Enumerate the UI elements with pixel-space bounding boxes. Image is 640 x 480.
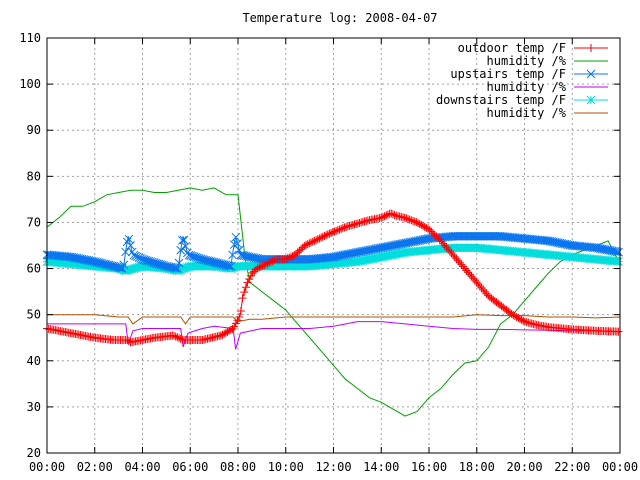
legend-marker <box>586 95 596 105</box>
y-tick-label: 110 <box>19 31 41 45</box>
y-tick-label: 70 <box>27 215 41 229</box>
legend-label: upstairs temp /F <box>450 67 566 81</box>
series-2 <box>42 231 623 273</box>
y-tick-label: 80 <box>27 169 41 183</box>
series-line <box>47 314 621 325</box>
chart-title: Temperature log: 2008-04-07 <box>242 11 437 25</box>
legend-label: outdoor temp /F <box>458 41 566 55</box>
y-tick-label: 50 <box>27 308 41 322</box>
x-tick-label: 02:00 <box>77 460 113 474</box>
x-tick-label: 12:00 <box>315 460 351 474</box>
x-tick-label: 22:00 <box>554 460 590 474</box>
legend-marker <box>587 44 595 52</box>
legend-label: humidity /% <box>487 80 567 94</box>
legend-label: humidity /% <box>487 54 567 68</box>
legend-label: humidity /% <box>487 106 567 120</box>
y-tick-label: 60 <box>27 262 41 276</box>
series-5 <box>47 314 621 325</box>
x-tick-label: 08:00 <box>220 460 256 474</box>
x-tick-label: 20:00 <box>506 460 542 474</box>
x-tick-label: 06:00 <box>172 460 208 474</box>
series-line <box>46 187 621 417</box>
axis-ticks: 20 30 40 50 60 70 80 90 100 110 00:00 02:00 04:00 06:… <box>19 31 638 474</box>
series-layer <box>42 187 623 417</box>
x-tick-label: 04:00 <box>124 460 160 474</box>
y-tick-label: 40 <box>27 354 41 368</box>
series-1 <box>46 187 621 417</box>
x-tick-label: 16:00 <box>411 460 447 474</box>
x-tick-label: 10:00 <box>268 460 304 474</box>
x-tick-label: 00:00 <box>29 460 65 474</box>
series-line <box>47 321 621 350</box>
legend-marker <box>586 69 596 79</box>
y-tick-label: 20 <box>27 446 41 460</box>
y-tick-label: 100 <box>19 77 41 91</box>
y-tick-label: 90 <box>27 123 41 137</box>
series-3 <box>47 321 621 350</box>
y-tick-label: 30 <box>27 400 41 414</box>
legend-label: downstairs temp /F <box>436 93 566 107</box>
x-tick-label: 14:00 <box>363 460 399 474</box>
x-tick-label: 00:00 <box>602 460 638 474</box>
x-tick-label: 18:00 <box>459 460 495 474</box>
